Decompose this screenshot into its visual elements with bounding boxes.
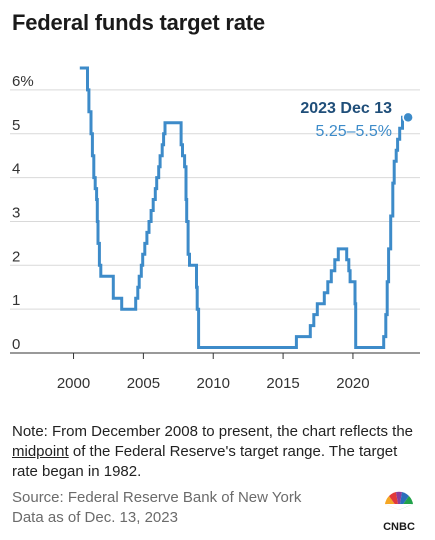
grid — [10, 89, 420, 354]
note-underlined-word: midpoint — [12, 443, 69, 460]
x-tick-label: 2020 — [336, 375, 369, 392]
annotation-date: 2023 Dec 13 — [300, 100, 392, 117]
chart-plot: 0 1 2 3 4 5 6% 2000 2005 2010 2015 2020 2023 Dec 1… — [10, 66, 420, 392]
chart-title: Federal funds target rate — [12, 10, 265, 35]
y-tick-label: 5 — [12, 117, 20, 134]
rate-series-line — [79, 66, 409, 349]
x-tick-label: 2010 — [197, 375, 230, 392]
logo-text: CNBC — [383, 521, 415, 532]
x-tick-label: 2000 — [57, 375, 90, 392]
annotation: 2023 Dec 13 5.25–5.5% — [300, 100, 414, 140]
note-text-before: Note: From December 2008 to present, the… — [12, 423, 414, 440]
y-tick-label: 2 — [12, 248, 20, 265]
y-axis-ticks: 0 1 2 3 4 5 6% — [12, 73, 34, 353]
chart-note: Note: From December 2008 to present, the… — [12, 422, 422, 482]
latest-point-marker — [402, 111, 414, 124]
annotation-value: 5.25–5.5% — [315, 123, 392, 140]
y-tick-label: 4 — [12, 161, 20, 178]
y-tick-label: 3 — [12, 204, 20, 221]
note-text-after: of the Federal Reserve's target range. T… — [12, 443, 398, 480]
series-layer — [79, 66, 409, 349]
source-block: Source: Federal Reserve Bank of New York… — [12, 488, 301, 528]
x-tick-label: 2015 — [266, 375, 299, 392]
y-tick-label: 0 — [12, 336, 20, 353]
y-tick-label: 6% — [12, 73, 34, 90]
cnbc-peacock-logo-icon: CNBC — [383, 491, 415, 532]
source-line: Source: Federal Reserve Bank of New York — [12, 489, 302, 506]
y-tick-label: 1 — [12, 292, 20, 309]
x-axis-ticks: 2000 2005 2010 2015 2020 — [57, 353, 370, 392]
data-date-line: Data as of Dec. 13, 2023 — [12, 509, 178, 526]
x-tick-label: 2005 — [127, 375, 160, 392]
